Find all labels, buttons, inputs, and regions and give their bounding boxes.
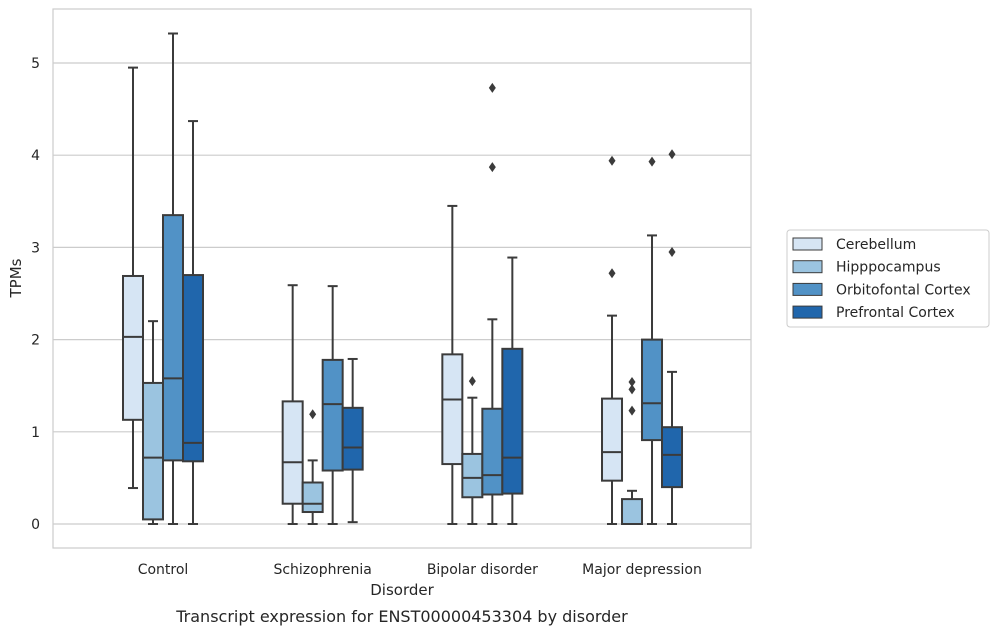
- box: [441, 353, 464, 466]
- box-group: [441, 204, 464, 525]
- legend-item: Prefrontal Cortex: [792, 305, 955, 321]
- series-group: [182, 120, 684, 525]
- box-group: [122, 66, 144, 490]
- outlier-point: [628, 405, 636, 416]
- legend-swatch: [792, 282, 823, 296]
- box: [481, 407, 504, 496]
- outlier-point: [608, 155, 616, 166]
- box: [182, 274, 204, 463]
- box: [321, 358, 344, 472]
- x-axis-label: Disorder: [370, 581, 434, 599]
- legend: Cerebellum Hipppocampus Orbitofontal Corte…: [786, 229, 990, 328]
- box-group: [301, 409, 324, 525]
- x-tick-label: Major depression: [582, 562, 702, 578]
- box-group: [501, 256, 524, 525]
- legend-item: Hipppocampus: [792, 260, 941, 276]
- box: [162, 214, 184, 462]
- legend-label: Hipppocampus: [836, 260, 941, 276]
- outlier-point: [668, 149, 676, 160]
- series-group: [162, 32, 664, 525]
- legend-frame: [786, 229, 990, 328]
- outlier-point: [628, 384, 636, 395]
- box: [661, 426, 684, 489]
- box-group: [182, 120, 204, 525]
- y-tick-label: 5: [31, 56, 40, 72]
- y-tick-label: 0: [31, 517, 40, 533]
- legend-label: Orbitofontal Cortex: [836, 282, 971, 298]
- y-tick-labels: 0 1 2 3 4 5: [31, 56, 40, 533]
- figure-caption: Transcript expression for ENST0000045330…: [175, 607, 628, 626]
- box: [641, 338, 664, 442]
- box-group: [341, 357, 364, 524]
- box: [501, 347, 524, 495]
- legend-item: Orbitofontal Cortex: [792, 282, 971, 298]
- x-tick-label: Schizophrenia: [273, 562, 371, 578]
- x-tick-label: Control: [138, 562, 189, 578]
- box: [142, 381, 164, 521]
- outlier-point: [668, 247, 676, 258]
- legend-swatch: [792, 305, 823, 319]
- y-tick-label: 4: [31, 148, 40, 164]
- x-tick-labels: Control Schizophrenia Bipolar disorder Majo…: [138, 562, 702, 578]
- legend-swatch: [792, 260, 823, 274]
- box-group: [601, 155, 624, 525]
- series-group: [122, 66, 624, 525]
- box-group: [621, 377, 644, 525]
- plot-frame: [52, 8, 752, 549]
- outlier-point: [648, 156, 656, 167]
- box-group: [281, 284, 304, 525]
- outlier-point: [488, 162, 496, 173]
- box-group: [481, 82, 504, 525]
- outlier-point: [468, 376, 476, 387]
- outlier-point: [608, 268, 616, 279]
- y-axis-label: TPMs: [7, 258, 25, 298]
- box: [621, 498, 644, 525]
- boxplot-series: [122, 32, 684, 525]
- box-group: [661, 149, 684, 525]
- box: [301, 481, 324, 514]
- x-tick-label: Bipolar disorder: [427, 562, 538, 578]
- box: [122, 274, 144, 421]
- outlier-point: [309, 409, 317, 420]
- outlier-point: [628, 377, 636, 388]
- outlier-point: [488, 82, 496, 93]
- y-tick-label: 1: [31, 425, 40, 441]
- legend-item: Cerebellum: [792, 237, 916, 253]
- legend-label: Prefrontal Cortex: [836, 305, 955, 321]
- y-tick-label: 3: [31, 240, 40, 256]
- box: [281, 400, 304, 505]
- box-group: [641, 156, 664, 525]
- legend-label: Cerebellum: [836, 237, 916, 253]
- box: [341, 406, 364, 471]
- box: [601, 397, 624, 482]
- y-tick-label: 2: [31, 333, 40, 349]
- box: [461, 452, 484, 499]
- legend-swatch: [792, 237, 823, 251]
